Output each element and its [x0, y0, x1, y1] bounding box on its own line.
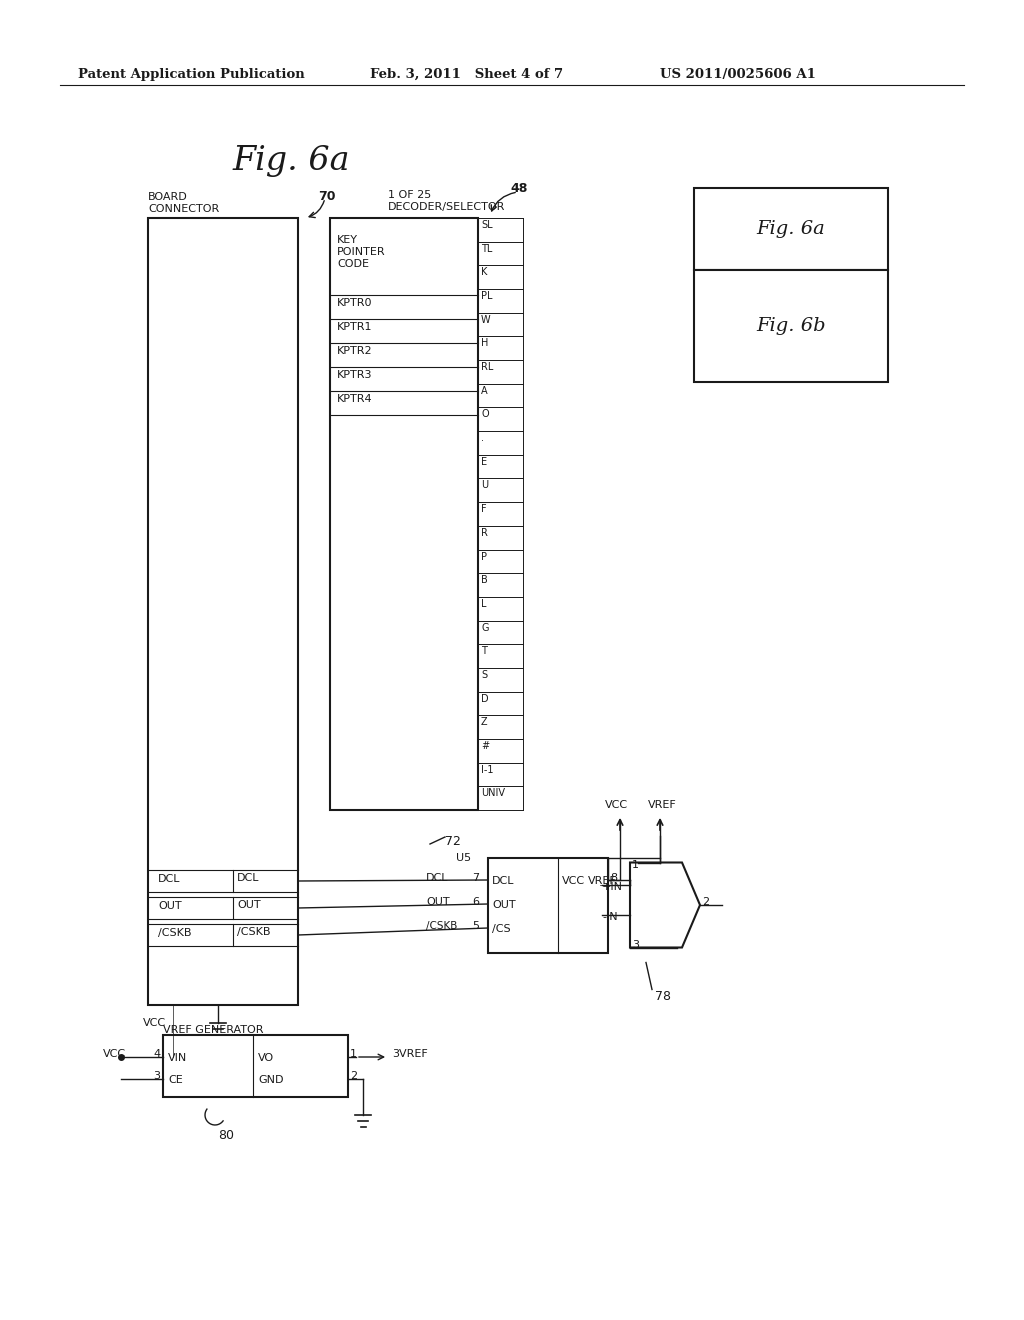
Text: 3: 3 — [632, 940, 639, 949]
Text: S: S — [481, 671, 487, 680]
Text: VREF: VREF — [588, 876, 616, 886]
Text: VIN: VIN — [168, 1053, 187, 1063]
Text: O: O — [481, 409, 488, 420]
Text: H: H — [481, 338, 488, 348]
Text: 5: 5 — [472, 921, 479, 931]
Text: DCL: DCL — [426, 873, 449, 883]
Text: POINTER: POINTER — [337, 247, 386, 257]
Text: VCC: VCC — [562, 876, 585, 886]
Text: /CSKB: /CSKB — [237, 927, 270, 937]
Text: 2: 2 — [350, 1071, 357, 1081]
Text: G: G — [481, 623, 488, 632]
Text: D: D — [481, 693, 488, 704]
Text: KEY: KEY — [337, 235, 358, 246]
Text: 70: 70 — [318, 190, 336, 203]
Text: Fig. 6a: Fig. 6a — [232, 145, 349, 177]
Text: .: . — [481, 433, 484, 444]
Text: +IN: +IN — [602, 883, 623, 892]
Text: #: # — [481, 741, 489, 751]
Text: 1 OF 25: 1 OF 25 — [388, 190, 431, 201]
Bar — [330, 218, 478, 810]
Text: 3: 3 — [153, 1071, 160, 1081]
Text: SL: SL — [481, 220, 493, 230]
Text: US 2011/0025606 A1: US 2011/0025606 A1 — [660, 69, 816, 81]
Text: L: L — [481, 599, 486, 609]
Text: U5: U5 — [456, 853, 471, 863]
Text: OUT: OUT — [158, 902, 181, 911]
Text: KPTR1: KPTR1 — [337, 322, 373, 333]
Bar — [488, 858, 608, 953]
Text: 72: 72 — [445, 836, 461, 847]
Text: U: U — [481, 480, 488, 491]
Text: F: F — [481, 504, 486, 515]
Text: Feb. 3, 2011   Sheet 4 of 7: Feb. 3, 2011 Sheet 4 of 7 — [370, 69, 563, 81]
Text: PL: PL — [481, 290, 493, 301]
Text: A: A — [481, 385, 487, 396]
Text: TL: TL — [481, 244, 493, 253]
Text: DCL: DCL — [492, 876, 514, 886]
Text: P: P — [481, 552, 487, 561]
Bar — [694, 271, 888, 381]
Text: Patent Application Publication: Patent Application Publication — [78, 69, 305, 81]
Text: VREF GENERATOR: VREF GENERATOR — [163, 1026, 263, 1035]
Text: KPTR4: KPTR4 — [337, 393, 373, 404]
Text: UNIV: UNIV — [481, 788, 505, 799]
Text: 48: 48 — [510, 182, 527, 195]
Bar — [694, 187, 888, 271]
Text: BOARD: BOARD — [148, 191, 187, 202]
Text: DCL: DCL — [158, 874, 180, 884]
Text: KPTR2: KPTR2 — [337, 346, 373, 356]
Text: 1: 1 — [350, 1049, 357, 1059]
Polygon shape — [630, 862, 700, 948]
Text: VCC: VCC — [103, 1049, 126, 1059]
Text: 1: 1 — [632, 861, 639, 870]
Text: VCC: VCC — [143, 1018, 166, 1028]
Text: Fig. 6a: Fig. 6a — [757, 220, 825, 238]
Text: B: B — [481, 576, 487, 585]
Text: /CS: /CS — [492, 924, 511, 935]
Text: I-1: I-1 — [481, 764, 494, 775]
Bar — [148, 218, 298, 1005]
Text: KPTR0: KPTR0 — [337, 298, 373, 308]
Text: CODE: CODE — [337, 259, 369, 269]
Text: 3VREF: 3VREF — [392, 1049, 428, 1059]
Text: /CSKB: /CSKB — [158, 928, 191, 939]
Text: GND: GND — [258, 1074, 284, 1085]
Bar — [163, 1035, 348, 1097]
Text: CONNECTOR: CONNECTOR — [148, 205, 219, 214]
Text: VCC: VCC — [605, 800, 628, 810]
Text: CE: CE — [168, 1074, 182, 1085]
Text: 80: 80 — [218, 1129, 234, 1142]
Text: OUT: OUT — [426, 898, 450, 907]
Text: DCL: DCL — [237, 873, 259, 883]
Text: Fig. 6b: Fig. 6b — [756, 317, 825, 335]
Text: -IN: -IN — [602, 912, 617, 923]
Text: E: E — [481, 457, 487, 467]
Text: 6: 6 — [472, 898, 479, 907]
Text: VO: VO — [258, 1053, 274, 1063]
Text: W: W — [481, 314, 490, 325]
Text: 7: 7 — [472, 873, 479, 883]
Text: VREF: VREF — [648, 800, 677, 810]
Text: /CSKB: /CSKB — [426, 921, 458, 931]
Text: 4: 4 — [153, 1049, 160, 1059]
Text: Z: Z — [481, 717, 487, 727]
Text: K: K — [481, 268, 487, 277]
Text: DECODER/SELECTOR: DECODER/SELECTOR — [388, 202, 506, 213]
Text: OUT: OUT — [492, 900, 516, 909]
Text: 8: 8 — [610, 873, 617, 883]
Text: 78: 78 — [655, 990, 671, 1002]
Text: OUT: OUT — [237, 900, 261, 909]
Text: RL: RL — [481, 362, 494, 372]
Text: KPTR3: KPTR3 — [337, 370, 373, 380]
Text: T: T — [481, 647, 486, 656]
Text: 2: 2 — [702, 898, 710, 907]
Text: R: R — [481, 528, 487, 537]
